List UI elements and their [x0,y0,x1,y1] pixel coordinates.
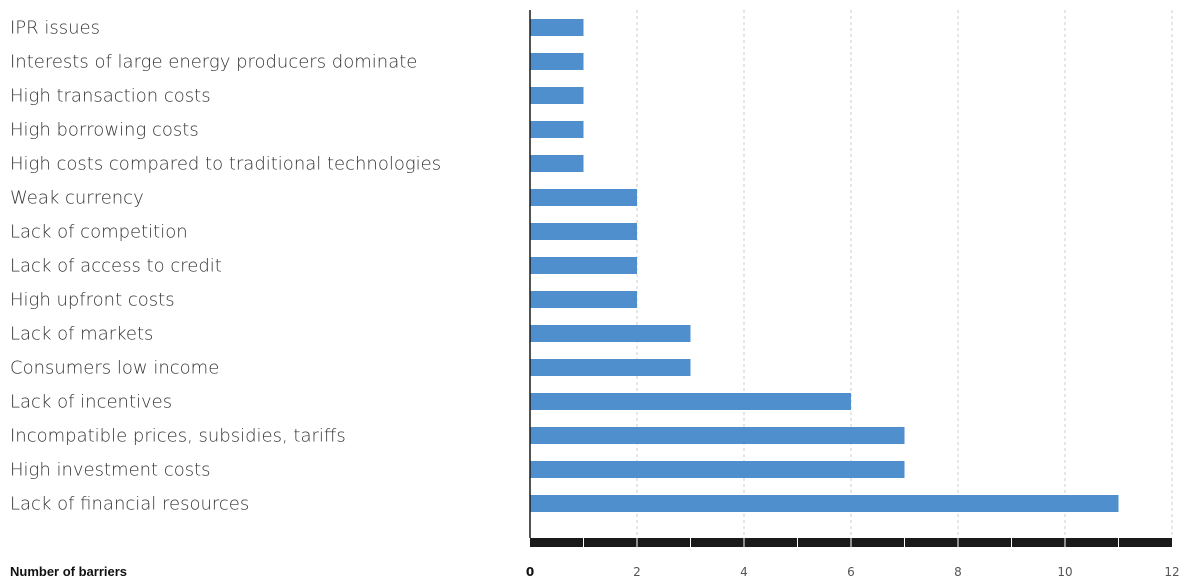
category-label: Consumers low income [10,358,219,379]
x-tick-label: 4 [740,565,748,579]
grid-lines [636,10,1173,538]
bar [530,393,851,410]
bar [530,53,584,70]
bar [530,189,637,206]
category-label: Interests of large energy producers domi… [10,52,417,73]
bar [530,257,637,274]
category-label: Lack of markets [10,324,153,345]
category-label: High upfront costs [10,290,175,311]
bar [530,19,584,36]
category-label: Lack of financial resources [10,494,249,515]
bar [530,291,637,308]
bar [530,359,691,376]
x-tick-label: 10 [1057,565,1072,579]
bar [530,495,1119,512]
bar [530,155,584,172]
bar [530,325,691,342]
x-tick-label: 12 [1164,565,1179,579]
bar [530,121,584,138]
category-label: High investment costs [10,460,211,481]
bar [530,87,584,104]
category-label: Lack of access to credit [10,256,222,277]
category-label: Weak currency [10,188,144,209]
x-axis: 0 2 4 6 8 10 12 [526,10,1180,579]
category-label: High transaction costs [10,86,211,107]
category-label: Lack of incentives [10,392,172,413]
category-label: High costs compared to traditional techn… [10,154,441,175]
bar [530,427,905,444]
x-tick-label: 0 [526,565,534,579]
category-labels: IPR issues Interests of large energy prod… [10,18,441,515]
bars [530,19,1119,512]
x-tick-label: 2 [633,565,641,579]
category-label: Lack of competition [10,222,188,243]
x-tick-label: 6 [847,565,855,579]
x-tick-label: 8 [954,565,962,579]
category-label: High borrowing costs [10,120,199,141]
x-axis-title: Number of barriers [10,564,127,579]
category-label: Incompatible prices, subsidies, tariffs [10,426,346,447]
bar [530,223,637,240]
category-label: IPR issues [10,18,100,39]
bar [530,461,905,478]
